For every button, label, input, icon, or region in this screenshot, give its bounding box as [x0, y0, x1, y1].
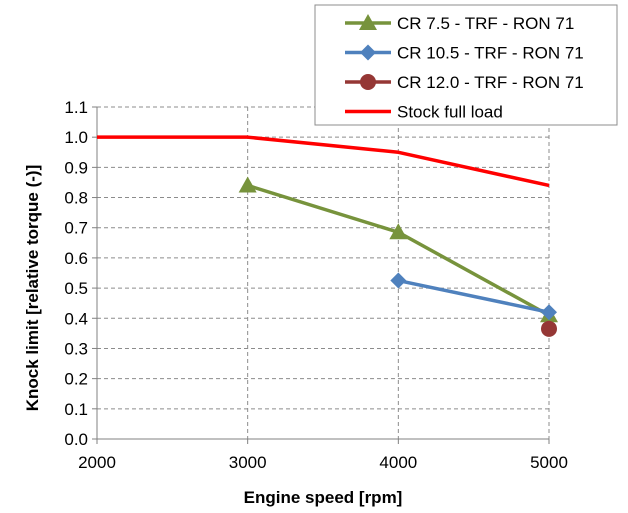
- y-tick-label: 1.0: [64, 128, 88, 147]
- series-3-point: [541, 320, 557, 337]
- y-tick-label: 0.8: [64, 189, 88, 208]
- axes: [92, 106, 550, 444]
- legend-label: Stock full load: [397, 103, 503, 122]
- series-1-point: [238, 176, 257, 193]
- y-tick-label: 0.6: [64, 249, 88, 268]
- legend-label: CR 7.5 - TRF - RON 71: [397, 14, 574, 33]
- y-tick-label: 1.1: [64, 98, 88, 117]
- y-tick-labels: 0.0 0.1 0.2 0.3 0.4 0.5 0.6 0.7 0.8 0.9 1.0 1.1: [64, 98, 88, 449]
- series-4-line: [97, 135, 550, 188]
- y-tick-label: 0.1: [64, 400, 88, 419]
- x-tick-labels: 2000 3000 4000 5000: [78, 453, 568, 472]
- x-tick-label: 4000: [379, 453, 417, 472]
- y-tick-label: 0.7: [64, 219, 88, 238]
- series-2-line: [397, 278, 550, 314]
- legend-label: CR 10.5 - TRF - RON 71: [397, 44, 584, 63]
- y-tick-label: 0.9: [64, 158, 88, 177]
- grid: [97, 106, 550, 439]
- series-2-point: [390, 272, 407, 289]
- y-tick-label: 0.5: [64, 279, 88, 298]
- y-tick-label: 0.2: [64, 370, 88, 389]
- y-axis-title: Knock limit [relative torque (-)]: [23, 165, 42, 412]
- legend-swatch-marker: [360, 44, 376, 61]
- x-axis-title: Engine speed [rpm]: [244, 488, 403, 507]
- legend-swatch-marker: [360, 74, 376, 90]
- x-tick-label: 3000: [229, 453, 267, 472]
- series-layer: [97, 135, 558, 337]
- series-1-point: [389, 223, 408, 240]
- legend-swatch-marker: [359, 14, 377, 30]
- x-tick-label: 5000: [530, 453, 568, 472]
- y-tick-label: 0.3: [64, 339, 88, 358]
- y-tick-label: 0.0: [64, 430, 88, 449]
- y-tick-label: 0.4: [64, 309, 88, 328]
- series-2-point: [541, 304, 557, 321]
- legend-label: CR 12.0 - TRF - RON 71: [397, 73, 584, 92]
- legend: CR 7.5 - TRF - RON 71 CR 10.5 - TRF - RON…: [314, 4, 618, 126]
- x-tick-label: 2000: [78, 453, 116, 472]
